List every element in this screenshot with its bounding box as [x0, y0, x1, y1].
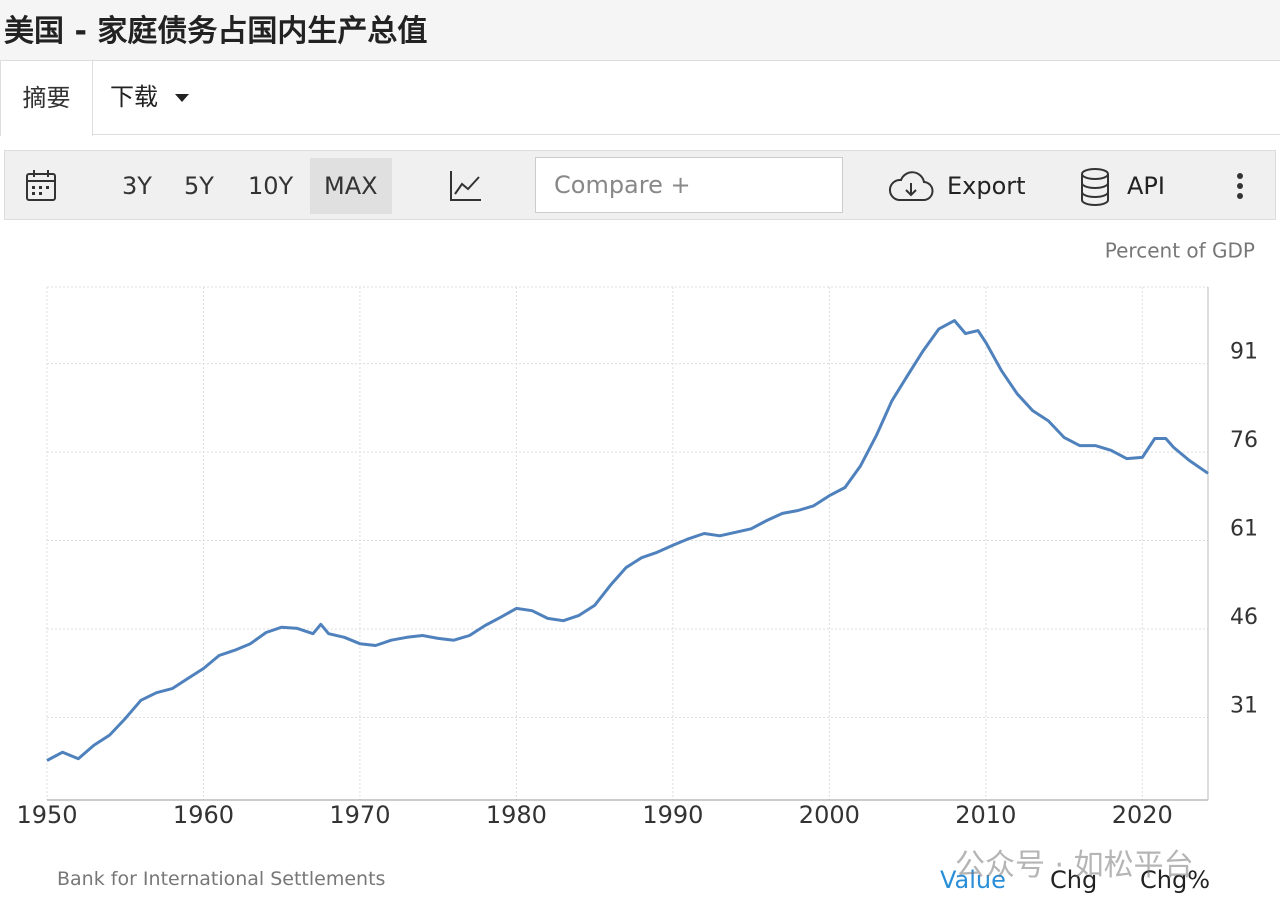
- y-tick-label: 31: [1230, 693, 1258, 718]
- y-unit-label: Percent of GDP: [1105, 239, 1255, 263]
- y-tick-label: 61: [1230, 517, 1258, 542]
- compare-input[interactable]: Compare +: [535, 157, 843, 213]
- x-tick-label: 1950: [16, 801, 77, 829]
- range-button[interactable]: 10Y: [248, 172, 294, 200]
- x-tick-label: 1980: [486, 801, 547, 829]
- data-line: [46, 319, 1209, 762]
- export-icon[interactable]: [888, 170, 934, 204]
- dropdown-caret: [174, 94, 189, 102]
- summary-tab[interactable]: 摘要: [0, 60, 93, 136]
- source-note: Bank for International Settlements: [57, 868, 386, 890]
- x-tick-label: 1960: [173, 801, 234, 829]
- calendar-icon[interactable]: [24, 168, 60, 204]
- page-title: 美国 - 家庭债务占国内生产总值: [4, 14, 428, 49]
- view-tab[interactable]: Chg%: [1140, 866, 1211, 894]
- x-tick-label: 2000: [799, 801, 860, 829]
- tab-label: 下载: [110, 83, 158, 111]
- y-tick-label: 76: [1230, 428, 1258, 453]
- tab-border: [92, 134, 1280, 135]
- x-tick-label: 2010: [955, 801, 1016, 829]
- export-button[interactable]: Export: [947, 172, 1026, 200]
- y-tick-label: 91: [1230, 340, 1258, 365]
- view-tab[interactable]: Value: [940, 866, 1006, 894]
- title-bar: [0, 0, 1280, 61]
- range-button[interactable]: 5Y: [184, 172, 214, 200]
- more-menu[interactable]: [1230, 172, 1250, 202]
- view-tab[interactable]: Chg: [1050, 866, 1098, 894]
- api-button[interactable]: API: [1127, 172, 1165, 200]
- api-icon[interactable]: [1078, 167, 1112, 207]
- range-button[interactable]: MAX: [310, 158, 392, 214]
- y-tick-label: 46: [1230, 605, 1258, 630]
- chart: Percent of GDP 1950 1960 1970 1980 1990 2000 2…: [16, 239, 1258, 830]
- download-tab[interactable]: 下载: [110, 60, 190, 135]
- range-button[interactable]: 3Y: [122, 172, 152, 200]
- x-tick-label: 2020: [1112, 801, 1173, 829]
- x-tick-label: 1970: [329, 801, 390, 829]
- watermark: 公众号 · 如松平台: [955, 848, 1194, 883]
- chart-type-icon[interactable]: [448, 168, 484, 204]
- x-tick-label: 1990: [642, 801, 703, 829]
